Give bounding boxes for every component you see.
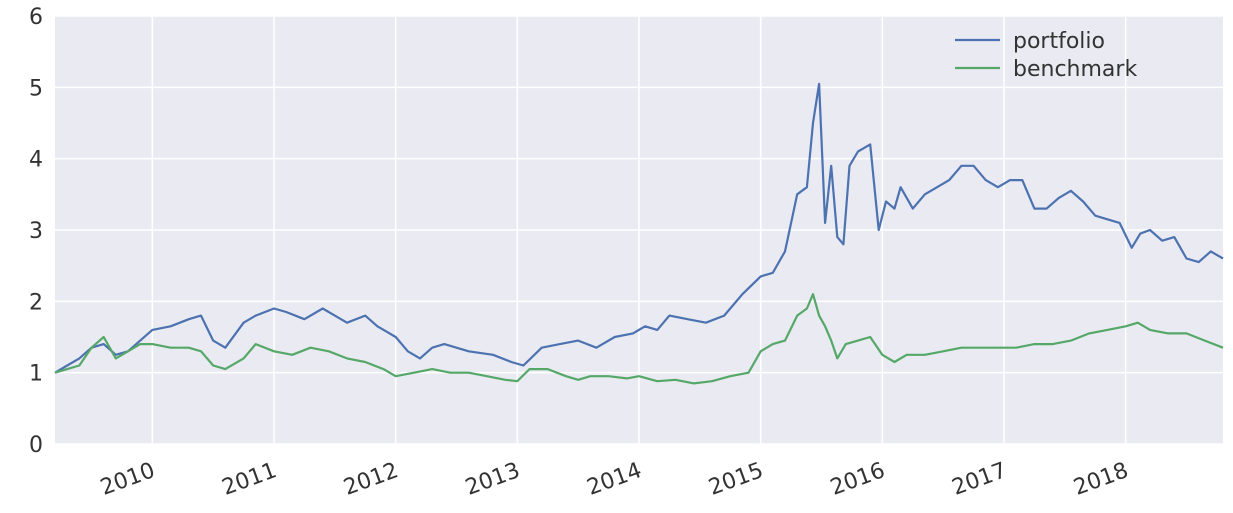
series-line-benchmark [54,293,1224,385]
x-tick-label: 2010 [97,458,158,501]
y-tick-label: 2 [29,290,43,315]
x-tick-label: 2017 [949,458,1010,501]
series-line-portfolio [54,82,1224,374]
x-tick-label: 2012 [341,458,402,501]
y-tick-label: 5 [29,76,43,101]
y-tick-label: 4 [29,148,43,173]
legend: portfolio benchmark [955,29,1137,82]
x-tick-labels: 2010 2011 2012 2013 2014 2015 2016 2017 2018 [97,458,1132,501]
x-tick-label: 2013 [462,458,523,501]
x-tick-label: 2014 [584,458,645,501]
y-tick-label: 0 [29,433,43,458]
y-tick-label: 1 [29,362,43,387]
y-tick-label: 6 [29,5,43,30]
grid-lines [55,15,1223,445]
series-lines [54,82,1224,385]
x-tick-label: 2018 [1071,458,1132,501]
x-tick-label: 2015 [706,458,767,501]
legend-label-portfolio: portfolio [1013,29,1105,54]
y-tick-label: 3 [29,219,43,244]
legend-label-benchmark: benchmark [1013,57,1137,82]
x-tick-label: 2016 [827,458,888,501]
x-tick-label: 2011 [219,458,280,501]
y-tick-labels: 0 1 2 3 4 5 6 [29,5,43,458]
